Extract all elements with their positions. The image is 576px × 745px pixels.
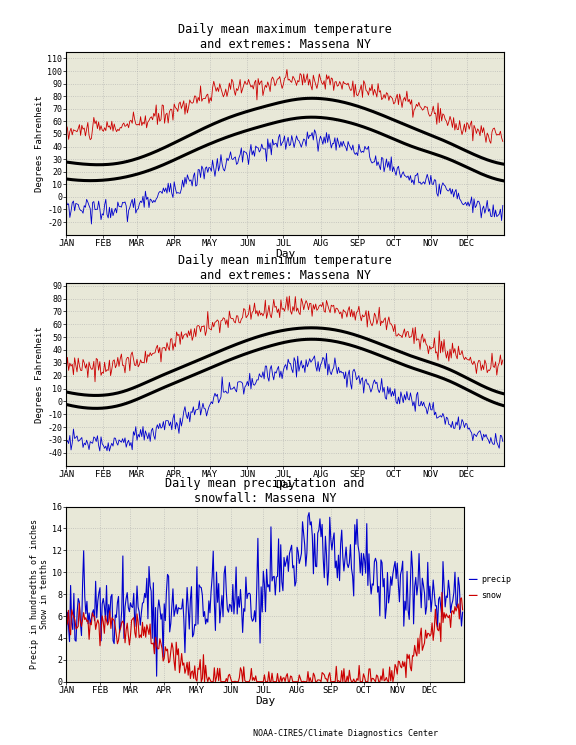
Text: precip: precip [481, 575, 511, 584]
Title: Daily mean precipitation and
snowfall: Massena NY: Daily mean precipitation and snowfall: M… [165, 478, 365, 505]
Y-axis label: Degrees Fahrenheit: Degrees Fahrenheit [35, 326, 44, 422]
Title: Daily mean minimum temperature
and extremes: Massena NY: Daily mean minimum temperature and extre… [178, 254, 392, 282]
Text: snow: snow [481, 592, 501, 600]
X-axis label: Day: Day [275, 481, 295, 490]
Y-axis label: Degrees Fahrenheit: Degrees Fahrenheit [35, 95, 44, 191]
Text: ─: ─ [468, 589, 476, 603]
Y-axis label: Precip in hundredths of inches
Snow in tenths: Precip in hundredths of inches Snow in t… [30, 519, 50, 669]
Title: Daily mean maximum temperature
and extremes: Massena NY: Daily mean maximum temperature and extre… [178, 23, 392, 51]
X-axis label: Day: Day [255, 697, 275, 706]
X-axis label: Day: Day [275, 250, 295, 259]
Text: ─: ─ [468, 573, 476, 586]
Text: NOAA-CIRES/Climate Diagnostics Center: NOAA-CIRES/Climate Diagnostics Center [253, 729, 438, 738]
